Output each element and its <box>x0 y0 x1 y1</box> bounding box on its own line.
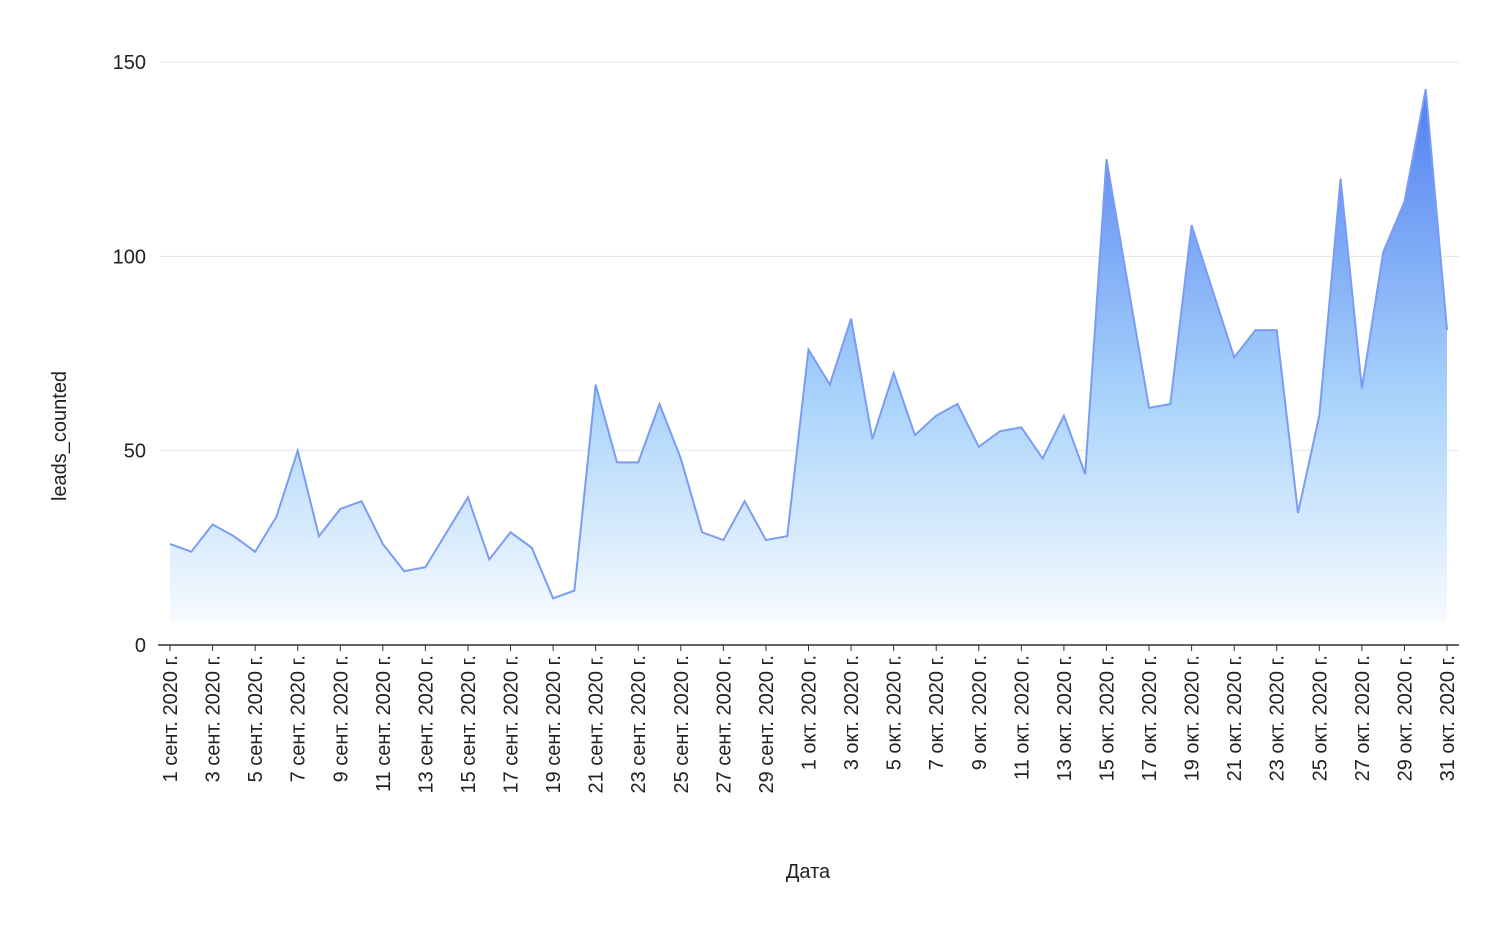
x-tick-label: 29 окт. 2020 г. <box>1394 655 1416 781</box>
x-tick-label: 27 окт. 2020 г. <box>1352 655 1374 781</box>
x-tick-label: 3 окт. 2020 г. <box>841 655 863 770</box>
x-tick-label: 17 сент. 2020 г. <box>501 655 523 794</box>
x-tick-label: 3 сент. 2020 г. <box>203 655 225 782</box>
x-tick-label: 19 сент. 2020 г. <box>543 655 565 794</box>
x-tick-label: 15 сент. 2020 г. <box>458 655 480 794</box>
x-tick-label: 17 окт. 2020 г. <box>1139 655 1161 781</box>
x-tick-label: 25 окт. 2020 г. <box>1309 655 1331 781</box>
y-tick-label: 100 <box>113 246 146 268</box>
x-tick-label: 13 окт. 2020 г. <box>1054 655 1076 781</box>
y-tick-label: 150 <box>113 52 146 74</box>
x-tick-label: 23 окт. 2020 г. <box>1267 655 1289 781</box>
axes <box>158 644 1459 651</box>
x-tick-label: 5 окт. 2020 г. <box>884 655 906 770</box>
x-tick-label: 9 сент. 2020 г. <box>330 655 352 782</box>
x-tick-label: 29 сент. 2020 г. <box>756 655 778 794</box>
x-tick-label: 7 окт. 2020 г. <box>926 655 948 770</box>
x-tick-label: 1 окт. 2020 г. <box>799 655 821 770</box>
x-tick-label: 11 сент. 2020 г. <box>373 655 395 792</box>
series-line <box>169 89 1448 600</box>
x-tick-label: 11 окт. 2020 г. <box>1011 655 1033 780</box>
x-tick-label: 19 окт. 2020 г. <box>1182 655 1204 781</box>
x-tick-label: 23 сент. 2020 г. <box>628 655 650 794</box>
y-tick-label: 0 <box>135 635 146 657</box>
x-tick-label: 31 окт. 2020 г. <box>1437 655 1459 781</box>
x-tick-label: 21 сент. 2020 г. <box>586 655 608 794</box>
x-tick-label: 5 сент. 2020 г. <box>245 655 267 782</box>
x-axis-title: Дата <box>786 861 831 883</box>
x-tick-label: 13 сент. 2020 г. <box>415 655 437 794</box>
y-tick-labels: 0 50 100 150 <box>113 52 146 657</box>
x-tick-label: 7 сент. 2020 г. <box>288 655 310 782</box>
x-tick-labels: 1 сент. 2020 г. 3 сент. 2020 г. 5 сент. 20… <box>160 655 1459 794</box>
x-tick-label: 9 окт. 2020 г. <box>969 655 991 770</box>
y-axis-title: leads_counted <box>49 371 71 501</box>
area-series <box>169 89 1448 623</box>
x-tick-label: 15 окт. 2020 г. <box>1096 655 1118 781</box>
y-tick-label: 50 <box>124 441 146 463</box>
x-tick-label: 1 сент. 2020 г. <box>160 655 182 782</box>
x-tick-label: 27 сент. 2020 г. <box>713 655 735 794</box>
x-tick-label: 25 сент. 2020 г. <box>671 655 693 794</box>
x-tick-label: 21 окт. 2020 г. <box>1224 655 1246 781</box>
